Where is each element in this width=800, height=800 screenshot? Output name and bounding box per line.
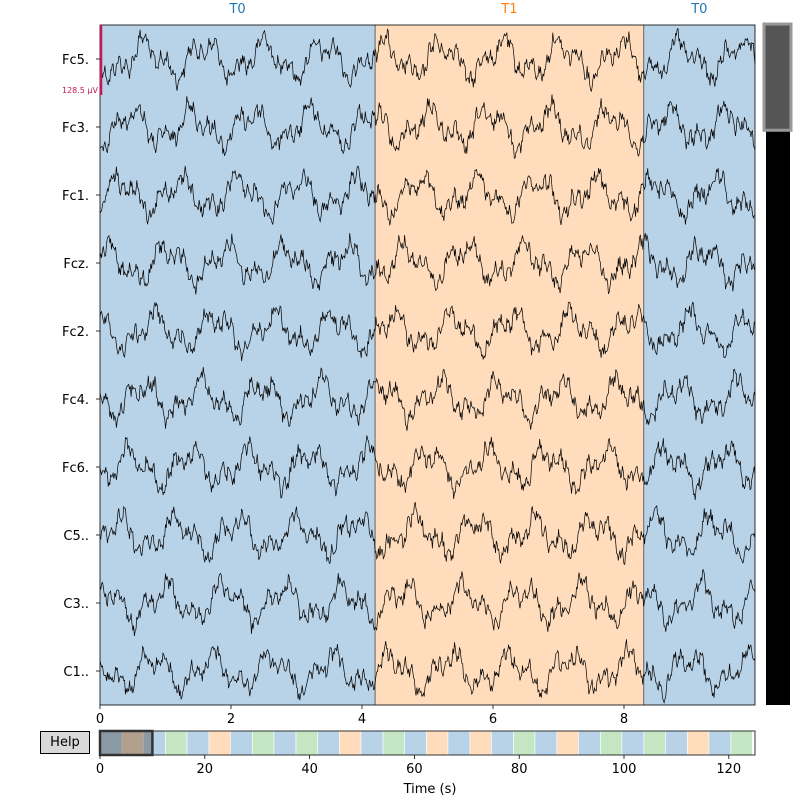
- overview-segment-t1: [687, 730, 710, 756]
- overview-tick-label: 20: [197, 762, 214, 777]
- overview-segment-t1: [426, 730, 449, 756]
- annotation-labels: T0 T1 T0: [228, 2, 707, 17]
- help-button[interactable]: Help: [40, 731, 90, 754]
- channel-label: Fc1.: [62, 189, 89, 204]
- channel-label: Fc6.: [62, 461, 89, 476]
- overview-segment-t2: [295, 730, 318, 756]
- eeg-traces: [99, 27, 756, 704]
- channel-label: C5..: [63, 529, 89, 544]
- overview-tick-label: 0: [96, 762, 104, 777]
- annotation-label: T0: [690, 2, 707, 17]
- overview-segment-t0: [621, 730, 645, 756]
- overview-segment-t0: [230, 730, 253, 756]
- overview-tick-label: 100: [612, 762, 637, 777]
- overview-segment-t0: [534, 730, 558, 756]
- overview-tick-label: 80: [511, 762, 528, 777]
- overview-segment-t1: [208, 730, 231, 756]
- x-axis-label: Time (s): [403, 782, 457, 797]
- eeg-trace: [99, 502, 756, 566]
- channel-label: Fc3.: [62, 121, 89, 136]
- channel-scrollbar[interactable]: [762, 22, 793, 705]
- eeg-trace: [99, 435, 756, 501]
- overview-segment-t2: [730, 730, 753, 756]
- channel-label: C3..: [63, 597, 89, 612]
- eeg-trace: [99, 639, 756, 704]
- eeg-trace: [99, 27, 756, 92]
- x-tick-label: 2: [227, 712, 235, 727]
- overview-x-ticks: 0 20 40 60 80 100 120: [96, 755, 741, 777]
- eeg-trace: [99, 569, 756, 637]
- overview-segments: [99, 730, 753, 756]
- scale-bar-label: 128.5 µV: [62, 86, 99, 95]
- x-tick-label: 8: [620, 712, 628, 727]
- channel-scrollbar-thumb[interactable]: [762, 22, 793, 132]
- overview-segment-t0: [578, 730, 601, 756]
- eeg-trace: [99, 165, 756, 226]
- overview-segment-t0: [317, 730, 340, 756]
- overview-segment-t1: [469, 730, 492, 756]
- eeg-trace: [99, 94, 756, 159]
- eeg-trace: [99, 366, 756, 431]
- channel-label: Fcz.: [63, 257, 89, 272]
- x-tick-label: 4: [358, 712, 366, 727]
- overview-segment-t0: [491, 730, 514, 756]
- overview-timeline[interactable]: 0 20 40 60 80 100 120: [96, 729, 756, 777]
- overview-segment-t0: [708, 730, 732, 756]
- overview-segment-t0: [186, 730, 210, 756]
- overview-tick-label: 60: [406, 762, 423, 777]
- overview-tick-label: 120: [716, 762, 741, 777]
- overview-segment-t2: [513, 730, 536, 756]
- overview-segment-t0: [665, 730, 688, 756]
- eeg-trace: [99, 233, 756, 295]
- overview-view-window[interactable]: [98, 729, 154, 757]
- channel-scrollbar-track[interactable]: [766, 25, 790, 705]
- overview-segment-t2: [600, 730, 623, 756]
- overview-segment-t2: [382, 730, 405, 756]
- overview-segment-t2: [643, 730, 666, 756]
- overview-segment-t1: [556, 730, 579, 756]
- overview-segment-t1: [339, 730, 362, 756]
- annotation-label: T0: [228, 2, 245, 17]
- channel-label: Fc5.: [62, 53, 89, 68]
- overview-segment-t2: [165, 730, 188, 756]
- overview-segment-t0: [404, 730, 427, 756]
- channel-label: Fc4.: [62, 393, 89, 408]
- annotation-bands: [100, 25, 755, 705]
- overview-segment-t0: [360, 730, 384, 756]
- annotation-label: T1: [500, 2, 517, 17]
- scale-bar: 128.5 µV: [62, 25, 103, 95]
- x-axis-ticks: 0 2 4 6 8: [96, 705, 628, 727]
- x-tick-label: 0: [96, 712, 104, 727]
- overview-segment-t0: [273, 730, 297, 756]
- x-tick-label: 6: [489, 712, 497, 727]
- overview-segment-t0: [447, 730, 471, 756]
- overview-segment-t2: [252, 730, 275, 756]
- channel-labels: Fc5. Fc3. Fc1. Fcz. Fc2. Fc4. Fc6. C5.. C3.. C1..: [62, 53, 100, 680]
- overview-tick-label: 40: [301, 762, 318, 777]
- main-plot-frame: [99, 24, 756, 706]
- channel-label: Fc2.: [62, 325, 89, 340]
- eeg-trace: [99, 301, 756, 362]
- channel-label: C1..: [63, 665, 89, 680]
- annotation-band: [643, 25, 755, 705]
- annotation-band: [100, 25, 376, 705]
